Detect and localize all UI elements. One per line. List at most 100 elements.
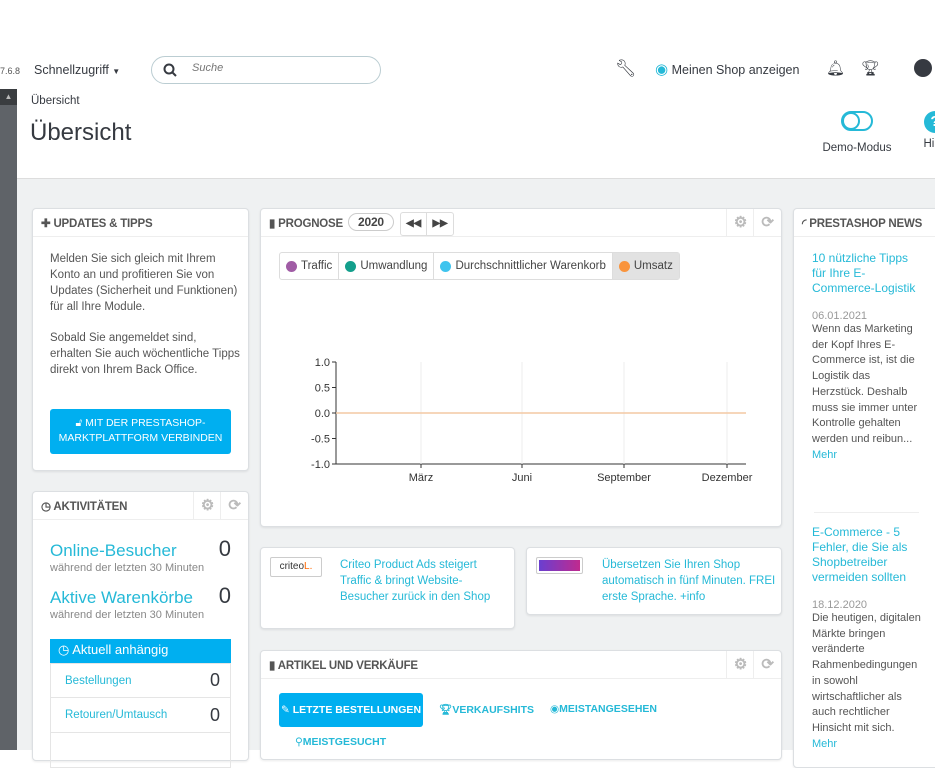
y-tick-label: 1.0 bbox=[315, 357, 330, 369]
view-shop-link[interactable]: ◉ Meinen Shop anzeigen bbox=[655, 60, 799, 78]
forecast-panel: ▮ Prognose 2020 ◀◀ ▶▶ ⚙ ⟳ Traffic Umwandlu… bbox=[260, 208, 782, 527]
chart-legend: Traffic Umwandlung Durchschnittlicher Wa… bbox=[279, 252, 680, 280]
puzzle-icon: ✚ bbox=[41, 218, 51, 230]
help-icon: ? bbox=[924, 111, 935, 133]
user-avatar-icon[interactable] bbox=[914, 59, 932, 77]
online-visitors-sub: während der letzten 30 Minuten bbox=[50, 562, 205, 574]
dot-icon bbox=[618, 260, 630, 272]
panel-heading: ◷ Aktivitäten ⚙ ⟳ bbox=[33, 492, 248, 520]
demo-mode-label: Demo-Modus bbox=[822, 142, 892, 154]
tab-label: Meistgesucht bbox=[302, 736, 387, 748]
refresh-icon[interactable]: ⟳ bbox=[220, 492, 248, 520]
legend-label: Traffic bbox=[301, 260, 333, 272]
help-label: Hilfe bbox=[923, 138, 935, 150]
updates-panel: ✚ Updates & Tipps Melden Sie sich gleich… bbox=[32, 208, 249, 471]
year-badge: 2020 bbox=[348, 213, 394, 231]
tab-recent-orders[interactable]: ✎ Letzte Bestellungen bbox=[279, 693, 423, 727]
y-tick-label: -0.5 bbox=[311, 434, 330, 446]
y-tick-label: 0.5 bbox=[315, 383, 330, 395]
chevron-up-icon[interactable]: ▲ bbox=[0, 89, 17, 105]
bar-chart-icon: ▮ bbox=[269, 218, 276, 230]
active-carts-sub: während der letzten 30 Minuten bbox=[50, 609, 205, 621]
year-nav: ◀◀ ▶▶ bbox=[400, 212, 454, 236]
next-year-icon[interactable]: ▶▶ bbox=[432, 218, 448, 229]
x-tick-label: Dezember bbox=[702, 472, 753, 484]
gear-icon[interactable]: ⚙ bbox=[726, 651, 754, 679]
bar-chart-icon: ▮ bbox=[269, 660, 276, 672]
products-panel: ▮ Artikel und Verkäufe ⚙ ⟳ ✎ Letzte Beste… bbox=[260, 650, 782, 760]
panel-heading: ◜ PrestaShop News bbox=[794, 209, 935, 237]
news-more-link[interactable]: Mehr bbox=[812, 737, 838, 750]
news-item: E-Commerce - 5 Fehler, die Sie als Shopb… bbox=[812, 525, 922, 752]
glotio-ad[interactable]: Übersetzen Sie Ihren Shop automatisch in… bbox=[526, 547, 782, 615]
active-carts-stat: Aktive Warenkörbe 0 bbox=[50, 583, 231, 609]
pending-label: Retouren/Umtausch bbox=[65, 709, 168, 721]
gear-icon[interactable]: ⚙ bbox=[193, 492, 221, 520]
news-title[interactable]: E-Commerce - 5 Fehler, die Sie als Shopb… bbox=[812, 525, 908, 584]
clock-icon: ◷ bbox=[58, 642, 70, 657]
legend-label: Durchschnittlicher Warenkorb bbox=[455, 260, 606, 272]
page-header: Übersicht Übersicht Demo-Modus ? Hilfe bbox=[17, 89, 935, 179]
eye-icon: ◉ bbox=[550, 703, 560, 715]
trophy-icon: 🏆︎ bbox=[439, 704, 453, 716]
legend-sales[interactable]: Umsatz bbox=[612, 253, 679, 279]
legend-conversion[interactable]: Umwandlung bbox=[339, 253, 435, 279]
active-carts-link[interactable]: Aktive Warenkörbe bbox=[50, 588, 193, 607]
trophy-icon[interactable]: 🏆︎ bbox=[861, 60, 881, 77]
news-title[interactable]: 10 nützliche Tipps für Ihre E-Commerce-L… bbox=[812, 251, 916, 295]
news-text: Wenn das Marketing der Kopf Ihres E-Comm… bbox=[812, 323, 918, 445]
pending-row-orders[interactable]: Bestellungen 0 bbox=[50, 663, 231, 698]
tab-most-viewed[interactable]: ◉Meistangesehen bbox=[550, 703, 657, 715]
updates-text: Melden Sie sich gleich mit Ihrem Konto a… bbox=[50, 253, 238, 313]
news-date: 18.12.2020 bbox=[812, 599, 868, 611]
tab-label: Meistangesehen bbox=[559, 703, 657, 715]
panel-title: PrestaShop News bbox=[809, 218, 923, 230]
panel-title: Artikel und Verkäufe bbox=[277, 660, 418, 672]
ad-text[interactable]: Criteo Product Ads steigert Traffic & br… bbox=[340, 559, 491, 603]
refresh-icon[interactable]: ⟳ bbox=[753, 651, 781, 679]
criteo-ad[interactable]: criteoL. Criteo Product Ads steigert Tra… bbox=[260, 547, 515, 629]
legend-label: Umsatz bbox=[633, 260, 673, 272]
panel-title: Aktivitäten bbox=[53, 501, 128, 513]
tab-best-sellers[interactable]: 🏆︎Verkaufshits bbox=[439, 703, 534, 716]
pending-row[interactable] bbox=[50, 733, 231, 768]
bell-icon[interactable]: 🔔︎ bbox=[826, 60, 846, 77]
news-more-link[interactable]: Mehr bbox=[812, 448, 838, 461]
refresh-icon[interactable]: ⟳ bbox=[753, 209, 781, 237]
panel-title: Prognose bbox=[278, 218, 343, 230]
breadcrumb[interactable]: Übersicht bbox=[31, 95, 80, 107]
panel-heading: ▮ Prognose 2020 ◀◀ ▶▶ ⚙ ⟳ bbox=[261, 209, 781, 237]
news-date: 06.01.2021 bbox=[812, 310, 868, 322]
tab-label: Verkaufshits bbox=[452, 704, 535, 716]
pending-label: Bestellungen bbox=[65, 674, 132, 687]
pending-row-returns[interactable]: Retouren/Umtausch 0 bbox=[50, 698, 231, 733]
wrench-icon[interactable]: 🔧︎ bbox=[615, 59, 637, 78]
online-visitors-link[interactable]: Online-Besucher bbox=[50, 541, 177, 560]
news-item: 10 nützliche Tipps für Ihre E-Commerce-L… bbox=[812, 251, 922, 463]
quick-access-dropdown[interactable]: Schnellzugriff ▼ bbox=[34, 63, 120, 77]
legend-label: Umwandlung bbox=[360, 260, 428, 272]
legend-avg-cart[interactable]: Durchschnittlicher Warenkorb bbox=[434, 253, 613, 279]
online-visitors-stat: Online-Besucher 0 bbox=[50, 536, 231, 562]
previous-year-icon[interactable]: ◀◀ bbox=[401, 213, 428, 235]
quick-access-label: Schnellzugriff bbox=[34, 63, 109, 77]
connect-marketplace-button[interactable]: 🔓︎ Mit der PrestaShop-Marktplattform ver… bbox=[50, 409, 231, 454]
active-carts-value: 0 bbox=[218, 583, 231, 608]
search-input[interactable] bbox=[192, 62, 362, 74]
pending-header: ◷ Aktuell anhängig bbox=[50, 639, 231, 663]
help-button[interactable]: ? Hilfe bbox=[917, 111, 935, 150]
gear-icon[interactable]: ⚙ bbox=[726, 209, 754, 237]
connect-label: Mit der PrestaShop-Marktplattform verbin… bbox=[58, 417, 223, 444]
forecast-chart: 1.0 0.5 0.0 -0.5 -1.0 März Juni September Dezemb… bbox=[311, 357, 753, 484]
ad-text[interactable]: Übersetzen Sie Ihren Shop automatisch in… bbox=[602, 559, 776, 603]
fire-icon: ✎ bbox=[280, 704, 290, 716]
view-shop-label: Meinen Shop anzeigen bbox=[671, 63, 800, 77]
demo-mode-button[interactable]: Demo-Modus bbox=[817, 111, 897, 154]
panel-heading: ▮ Artikel und Verkäufe ⚙ ⟳ bbox=[261, 651, 781, 679]
tab-top-searches[interactable]: ⚲Meistgesucht bbox=[295, 736, 386, 748]
clock-icon: ◷ bbox=[41, 501, 51, 513]
news-text: Die heutigen, digitalen Märkte bringen v… bbox=[812, 612, 921, 734]
search-box[interactable] bbox=[151, 56, 381, 84]
legend-traffic[interactable]: Traffic bbox=[280, 253, 340, 279]
tab-label: Letzte Bestellungen bbox=[292, 704, 422, 716]
